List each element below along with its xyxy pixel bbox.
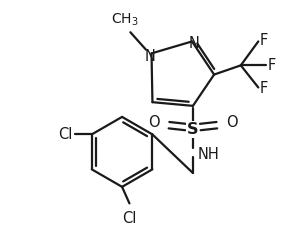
Text: Cl: Cl (122, 211, 137, 226)
Text: F: F (260, 33, 268, 48)
Text: F: F (267, 58, 276, 73)
Text: CH$_3$: CH$_3$ (111, 11, 139, 28)
Text: N: N (144, 49, 155, 64)
Text: N: N (188, 36, 199, 51)
Text: O: O (226, 115, 237, 130)
Text: F: F (260, 81, 268, 96)
Text: S: S (187, 122, 199, 137)
Text: NH: NH (198, 147, 219, 162)
Text: Cl: Cl (58, 127, 72, 142)
Text: O: O (148, 115, 160, 130)
